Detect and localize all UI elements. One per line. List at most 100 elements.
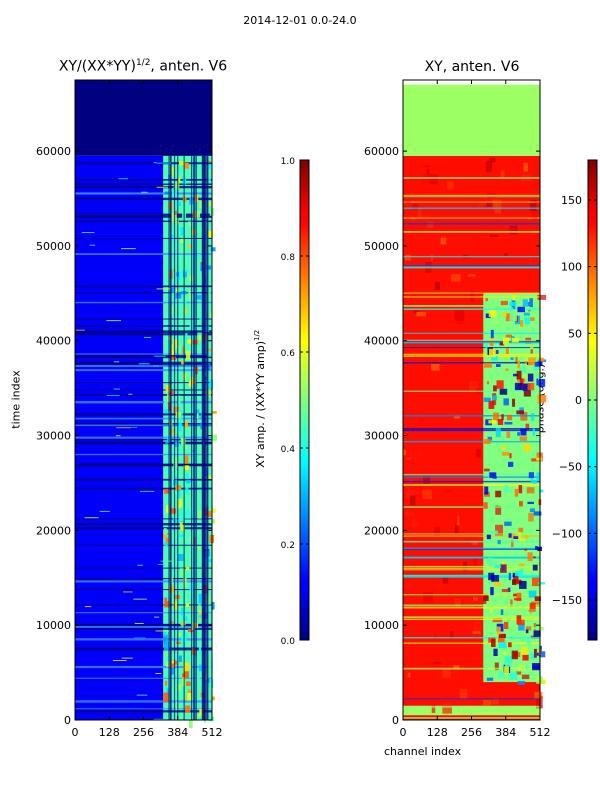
amp-speckle [177,345,182,354]
phase-speckle [528,512,534,522]
phase-speckle [508,572,512,581]
colorbar-tick-label: 0.0 [281,637,296,647]
phase-speckle [527,552,533,562]
phase-speckle [523,312,530,316]
phase-speckle [531,458,538,462]
phase-speckle [417,207,422,218]
amp-streak [106,320,121,322]
phase-speckle [531,577,540,587]
amp-streak [160,560,174,562]
time-stripe [75,354,212,357]
phase-speckle [502,312,507,317]
amp-speckle [185,486,189,493]
time-stripe [75,364,212,368]
channel-stripe [201,155,203,720]
time-stripe [75,708,212,710]
x-tick-label-256: 256 [133,726,154,739]
phase-speckle [442,669,451,678]
channel-stripe [193,155,195,720]
phase-speckle [483,595,489,601]
phase-speckle [503,252,509,257]
phase-speckle [498,500,504,507]
phase-speckle [532,479,538,484]
time-stripe [75,424,212,427]
phase-speckle [528,472,534,479]
phase-speckle [492,199,502,210]
amp-streak [118,178,129,180]
phase-speckle [496,626,501,635]
amp-speckle [185,333,188,344]
amp-streak [99,510,110,512]
phase-speckle [531,413,535,421]
phase-speckle [483,502,488,509]
phase-stripe [403,698,540,700]
phase-speckle [489,608,493,613]
phase-speckle [456,515,460,526]
amp-streak [113,388,121,390]
amp-speckle [185,603,190,607]
phase-speckle [525,423,530,430]
phase-stripe [403,506,540,508]
colorbar-gradient [299,159,310,641]
phase-speckle [527,501,534,505]
phase-speckle [478,203,485,208]
phase-stripe [403,266,540,269]
phase-stripe [403,177,540,179]
amp-speckle [180,524,185,531]
amp-speckle [178,633,182,637]
time-stripe [75,612,212,614]
phase-speckle [456,319,465,325]
time-stripe [75,356,212,359]
phase-speckle [516,579,522,585]
amp-speckle [183,577,187,588]
amp-speckle [178,422,182,432]
amp-streak [153,718,166,720]
phase-speckle [536,652,540,656]
amp-speckle [163,629,167,637]
amp-speckle [165,384,171,393]
phase-stripe [403,332,540,334]
phase-stripe [403,480,540,483]
phase-speckle [510,357,514,361]
phase-stripe [403,642,540,644]
amp-streak [155,630,170,632]
phase-speckle [514,597,522,601]
phase-speckle [434,526,440,537]
amp-speckle [186,681,191,687]
amp-speckle [165,442,168,445]
phase-speckle [453,415,460,419]
time-stripe [75,580,212,583]
phase-speckle [516,592,522,602]
phase-speckle [536,472,541,481]
y-tick-label-50000: 50000 [364,240,399,253]
colorbar-tick-label: 0.4 [281,445,296,455]
amp-speckle [199,655,203,662]
amp-streak [157,563,165,565]
amp-streak [106,394,120,396]
phase-speckle [472,630,481,634]
phase-speckle [524,548,528,551]
phase-speckle [487,436,492,441]
phase-speckle [451,273,461,282]
phase-speckle [530,309,533,313]
amp-speckle [211,434,217,441]
channel-stripe [206,155,208,720]
time-stripe [75,628,212,630]
phase-speckle [513,373,519,377]
x-tick-label-256: 256 [461,726,482,739]
phase-speckle [500,300,508,306]
phase-speckle [529,508,535,513]
phase-speckle [482,699,492,707]
phase-speckle [509,453,512,459]
amp-speckle [173,181,180,190]
phase-speckle [486,677,494,681]
amp-speckle [170,429,175,435]
channel-stripe [191,155,193,720]
phase-speckle [495,505,502,515]
amp-speckle [207,511,212,517]
phase-speckle [503,398,509,406]
amp-speckle [206,715,212,720]
amp-speckle [209,379,214,390]
phase-speckle [502,652,508,655]
